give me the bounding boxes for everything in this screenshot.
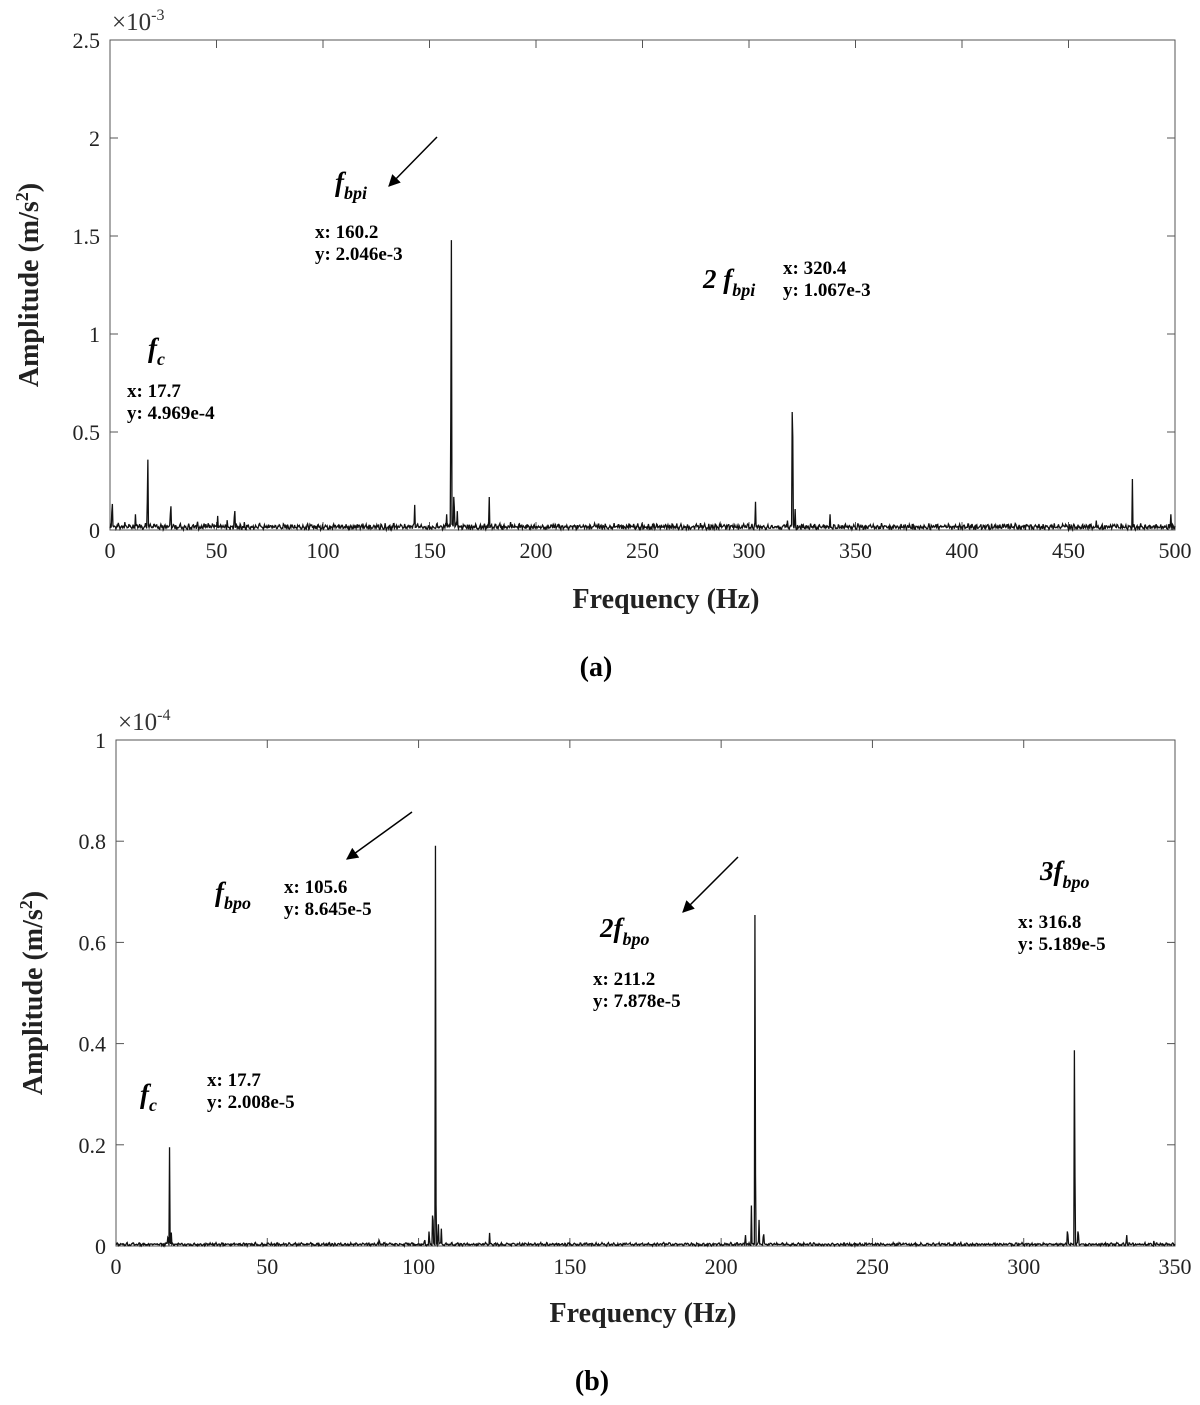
x-axis-ticks-b: 0 50 100 150 200 250 300 350 (111, 740, 1192, 1279)
y-tick-label: 1 (95, 728, 106, 753)
x-tick-label: 50 (256, 1254, 278, 1279)
peak-label-3fbpo-b: 3fbpo (1039, 856, 1090, 892)
x-tick-label: 300 (1007, 1254, 1040, 1279)
peak-y-fbpo-b: y: 8.645e-5 (284, 899, 372, 920)
plot-frame-b (115, 739, 1176, 1247)
chart-a: 0 50 100 150 200 250 300 350 400 450 500 0 0.5 1 1.5 2… (12, 7, 1192, 683)
y-tick-label: 0.2 (79, 1133, 107, 1158)
x-tick-label: 350 (1159, 1254, 1192, 1279)
y-tick-label: 0.4 (79, 1032, 107, 1057)
peak-y-fc-a: y: 4.969e-4 (127, 403, 215, 424)
peak-y-3fbpo-b: y: 5.189e-5 (1018, 934, 1106, 955)
x-tick-label: 0 (105, 538, 116, 563)
peak-y-2fbpo-b: y: 7.878e-5 (593, 991, 681, 1012)
x-tick-label: 50 (206, 538, 228, 563)
peak-label-fc-a: fc (148, 333, 165, 369)
x-tick-label: 250 (856, 1254, 889, 1279)
peak-y-fc-b: y: 2.008e-5 (207, 1092, 295, 1113)
peak-y-2fbpi-a: y: 1.067e-3 (783, 280, 871, 301)
x-tick-label: 200 (520, 538, 553, 563)
x-tick-label: 500 (1159, 538, 1192, 563)
x-axis-label-b: Frequency (Hz) (550, 1298, 737, 1329)
y-axis-ticks-a: 0 0.5 1 1.5 2 2.5 (73, 28, 1175, 543)
x-tick-label: 100 (307, 538, 340, 563)
panel-label-a: (a) (580, 652, 613, 683)
y-tick-label: 2.5 (73, 28, 101, 53)
x-tick-label: 200 (705, 1254, 738, 1279)
x-tick-label: 350 (839, 538, 872, 563)
y-tick-label: 0.8 (79, 829, 107, 854)
peak-x-fbpo-b: x: 105.6 (284, 877, 347, 898)
y-tick-label: 0 (89, 518, 100, 543)
chart-b: 0 50 100 150 200 250 300 350 0 0.2 0.4 0.6 0.8 1 ×10… (16, 707, 1192, 1397)
multiplier-b: ×10-4 (118, 707, 170, 736)
x-axis-label-a: Frequency (Hz) (573, 584, 760, 615)
arrow-fbpo-b (346, 811, 413, 860)
y-tick-label: 0.5 (73, 420, 101, 445)
spectrum-line-b (115, 845, 1176, 1249)
peak-x-3fbpo-b: x: 316.8 (1018, 912, 1081, 933)
spectrum-line-a (109, 240, 1176, 533)
peak-x-fc-b: x: 17.7 (207, 1070, 261, 1091)
peak-x-2fbpi-a: x: 320.4 (783, 258, 847, 279)
x-tick-label: 150 (553, 1254, 586, 1279)
y-tick-label: 0 (95, 1234, 106, 1259)
y-axis-label-b: Amplitude (m/s2) (16, 891, 49, 1095)
y-axis-ticks-b: 0 0.2 0.4 0.6 0.8 1 (79, 728, 1175, 1259)
y-tick-label: 2 (89, 126, 100, 151)
x-tick-label: 100 (402, 1254, 435, 1279)
panel-label-b: (b) (575, 1366, 609, 1397)
x-axis-ticks-a: 0 50 100 150 200 250 300 350 400 450 500 (105, 40, 1192, 563)
peak-x-fbpi-a: x: 160.2 (315, 222, 378, 243)
y-tick-label: 0.6 (79, 930, 107, 955)
y-tick-label: 1.5 (73, 224, 101, 249)
y-tick-label: 1 (89, 322, 100, 347)
x-tick-label: 150 (413, 538, 446, 563)
x-tick-label: 300 (733, 538, 766, 563)
peak-label-2fbpo-b: 2fbpo (599, 913, 650, 949)
multiplier-a: ×10-3 (112, 7, 164, 36)
peak-x-fc-a: x: 17.7 (127, 381, 181, 402)
peak-label-fc-b: fc (140, 1079, 157, 1115)
x-tick-label: 450 (1052, 538, 1085, 563)
arrow-fbpi-a (388, 136, 438, 187)
arrow-2fbpo-b (682, 856, 739, 913)
x-tick-label: 0 (111, 1254, 122, 1279)
peak-label-2fbpi-a: 2 fbpi (702, 264, 755, 300)
peak-x-2fbpo-b: x: 211.2 (593, 969, 655, 990)
y-axis-label-a: Amplitude (m/s2) (12, 183, 45, 387)
x-tick-label: 250 (626, 538, 659, 563)
peak-label-fbpo-b: fbpo (215, 877, 251, 913)
peak-label-fbpi-a: fbpi (335, 167, 367, 203)
x-tick-label: 400 (946, 538, 979, 563)
plot-frame-a (109, 39, 1176, 531)
peak-y-fbpi-a: y: 2.046e-3 (315, 244, 403, 265)
